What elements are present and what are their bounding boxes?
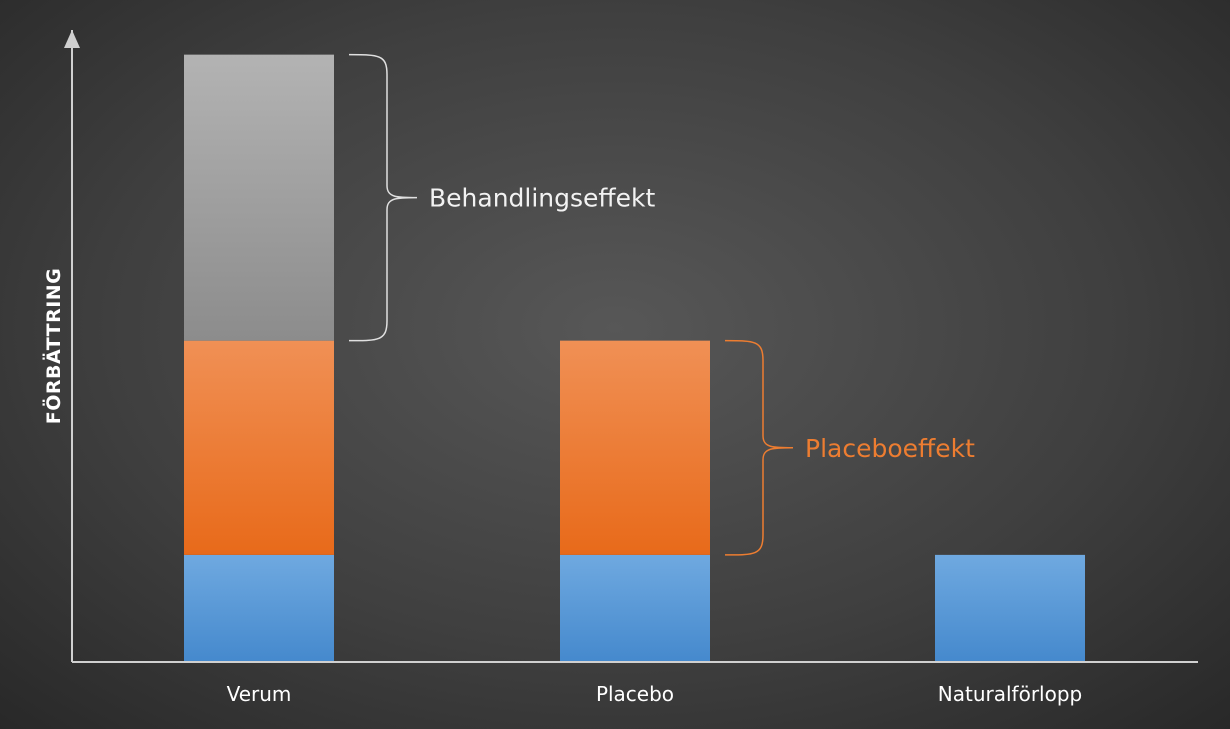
bar-segment-natural-1 <box>560 554 710 662</box>
bar-segment-placebo-1 <box>560 340 710 555</box>
category-label-1: Placebo <box>596 682 674 706</box>
y-axis-label: FÖRBÄTTRING <box>41 268 65 425</box>
annotations-group: Behandlingseffekt Placeboeffekt <box>429 184 975 463</box>
annotation-label-1: Placeboeffekt <box>805 434 975 463</box>
bar-segment-natural-0 <box>184 554 334 662</box>
bar-segment-treatment-0 <box>184 54 334 341</box>
category-label-2: Naturalförlopp <box>938 682 1082 706</box>
bars-group <box>184 54 1085 662</box>
brace-0 <box>348 53 418 342</box>
braces-group <box>348 53 794 556</box>
bar-segment-placebo-0 <box>184 340 334 555</box>
bar-segment-natural-2 <box>935 554 1085 662</box>
brace-1 <box>724 339 794 556</box>
category-label-0: Verum <box>227 682 292 706</box>
y-axis-arrow <box>64 30 80 48</box>
annotation-label-0: Behandlingseffekt <box>429 184 656 213</box>
category-labels: Verum Placebo Naturalförlopp <box>227 682 1083 706</box>
